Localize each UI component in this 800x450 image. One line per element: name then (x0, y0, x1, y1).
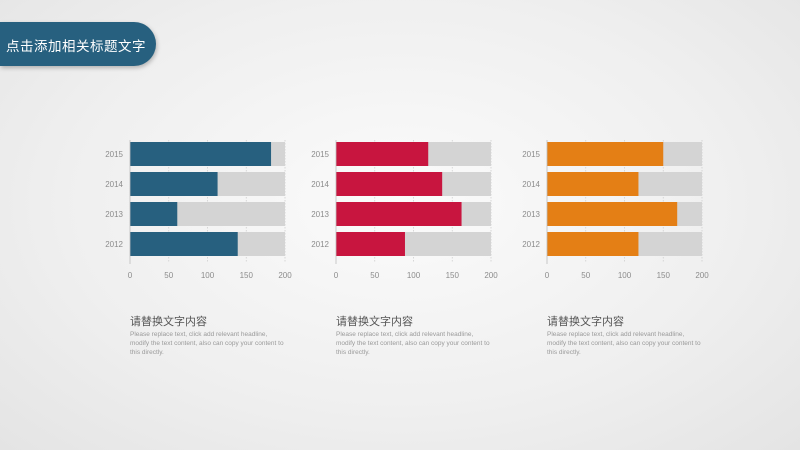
y-tick-label: 2014 (105, 180, 123, 189)
bar-chart-1: 2015 2014 2013 2012 0 50 100 150 200 (105, 140, 292, 280)
panel-description: Please replace text, click add relevant … (130, 331, 284, 356)
x-tick-label: 150 (240, 271, 254, 280)
x-tick-label: 100 (407, 271, 421, 280)
x-tick-label: 200 (695, 271, 709, 280)
y-tick-label: 2012 (522, 240, 540, 249)
page-title: 点击添加相关标题文字 (6, 39, 146, 55)
x-tick-label: 0 (128, 271, 133, 280)
y-tick-label: 2013 (105, 210, 123, 219)
bar-2013 (547, 202, 678, 226)
x-tick-label: 0 (334, 271, 339, 280)
bar-2013 (336, 202, 462, 226)
panel-description: Please replace text, click add relevant … (547, 331, 701, 356)
y-tick-label: 2012 (105, 240, 123, 249)
chart-panel-3: 2015 2014 2013 2012 0 50 100 150 200 请替换文字内容 Ple… (513, 130, 713, 370)
title-banner: 点击添加相关标题文字 (0, 22, 156, 66)
bar-2014 (547, 172, 639, 196)
x-tick-label: 50 (581, 271, 590, 280)
x-tick-label: 200 (484, 271, 498, 280)
bar-2012 (130, 232, 238, 256)
x-tick-label: 50 (164, 271, 173, 280)
x-tick-label: 50 (370, 271, 379, 280)
bar-chart-2: 2015 2014 2013 2012 0 50 100 150 200 (311, 140, 498, 280)
x-tick-label: 200 (278, 271, 292, 280)
bar-2012 (336, 232, 405, 256)
bar-2015 (336, 142, 429, 166)
bar-2012 (547, 232, 639, 256)
bar-2014 (130, 172, 218, 196)
y-tick-label: 2015 (522, 150, 540, 159)
bar-2013 (130, 202, 178, 226)
x-tick-label: 0 (545, 271, 550, 280)
panel-subtitle: 请替换文字内容 (336, 315, 413, 328)
y-tick-label: 2012 (311, 240, 329, 249)
panel-description: Please replace text, click add relevant … (336, 331, 490, 356)
chart-panel-2: 2015 2014 2013 2012 0 50 100 150 200 请替换文字内容 Ple… (302, 130, 502, 370)
y-tick-label: 2015 (105, 150, 123, 159)
x-tick-label: 150 (446, 271, 460, 280)
y-tick-label: 2015 (311, 150, 329, 159)
y-tick-label: 2013 (522, 210, 540, 219)
x-tick-label: 100 (618, 271, 632, 280)
y-tick-label: 2014 (522, 180, 540, 189)
bar-chart-3: 2015 2014 2013 2012 0 50 100 150 200 (522, 140, 709, 280)
bar-2015 (130, 142, 272, 166)
bar-2014 (336, 172, 443, 196)
y-tick-label: 2014 (311, 180, 329, 189)
x-tick-label: 150 (657, 271, 671, 280)
x-tick-label: 100 (201, 271, 215, 280)
panel-subtitle: 请替换文字内容 (130, 315, 207, 328)
panel-subtitle: 请替换文字内容 (547, 315, 624, 328)
y-tick-label: 2013 (311, 210, 329, 219)
bar-2015 (547, 142, 664, 166)
chart-panel-1: 2015 2014 2013 2012 0 50 100 150 200 请替换文字内容 Ple… (96, 130, 296, 370)
